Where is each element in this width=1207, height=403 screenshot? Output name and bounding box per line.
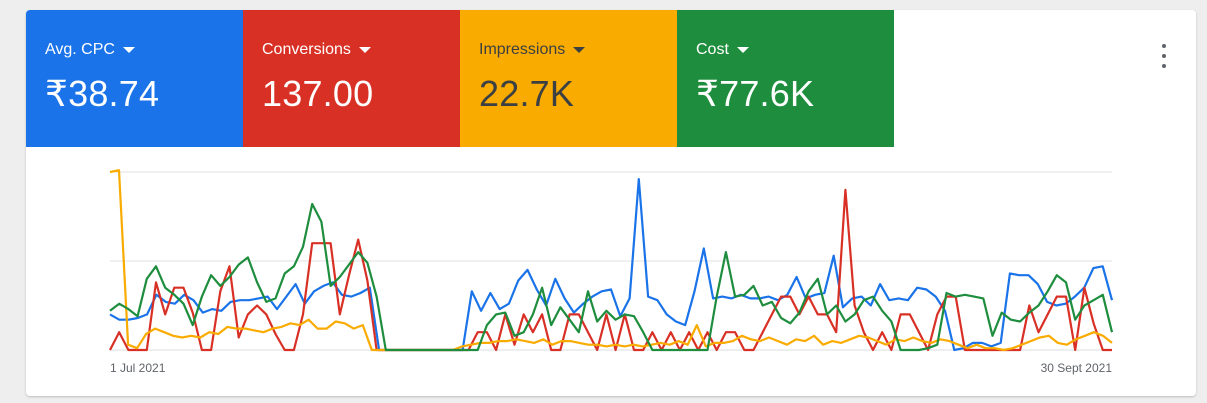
- metric-value: 22.7K: [479, 73, 575, 114]
- dropdown-caret-icon: [358, 47, 371, 53]
- metric-tile-impressions[interactable]: Impressions 22.7K: [460, 10, 677, 147]
- series-line-conversions: [109, 188, 1112, 352]
- more-vert-icon: [1162, 44, 1166, 48]
- dropdown-caret-icon: [122, 47, 135, 53]
- more-options-button[interactable]: [1160, 42, 1168, 70]
- metric-tiles: Avg. CPC ₹38.74 Conversions 137.00 Impre…: [26, 10, 894, 147]
- x-axis-start-label: 1 Jul 2021: [110, 361, 166, 375]
- performance-line-chart: 1 Jul 2021 30 Sept 2021: [109, 169, 1114, 375]
- metric-label: Conversions: [262, 41, 351, 58]
- metric-selector[interactable]: Cost: [696, 39, 894, 61]
- more-vert-icon: [1162, 54, 1166, 58]
- metric-tile-cost[interactable]: Cost ₹77.6K: [677, 10, 894, 147]
- metric-tile-conversions[interactable]: Conversions 137.00: [243, 10, 460, 147]
- metric-label: Avg. CPC: [45, 41, 115, 58]
- series-line-cost: [109, 202, 1114, 352]
- metric-label: Cost: [696, 41, 729, 58]
- series-line-avg-cpc: [109, 178, 1114, 352]
- metric-value: ₹38.74: [45, 73, 160, 114]
- metric-selector[interactable]: Impressions: [479, 39, 677, 61]
- metric-selector[interactable]: Avg. CPC: [45, 39, 243, 61]
- series-layer: [109, 169, 1114, 352]
- metric-selector[interactable]: Conversions: [262, 39, 460, 61]
- more-vert-icon: [1162, 64, 1166, 68]
- metric-label: Impressions: [479, 41, 566, 58]
- dropdown-caret-icon: [573, 47, 586, 53]
- series-line-impressions: [109, 169, 1113, 352]
- metric-value: 137.00: [262, 73, 374, 114]
- dropdown-caret-icon: [736, 47, 749, 53]
- x-axis-end-label: 30 Sept 2021: [1041, 361, 1113, 375]
- metric-value: ₹77.6K: [696, 73, 815, 114]
- metric-tile-avg-cpc[interactable]: Avg. CPC ₹38.74: [26, 10, 243, 147]
- performance-card: Avg. CPC ₹38.74 Conversions 137.00 Impre…: [26, 10, 1196, 396]
